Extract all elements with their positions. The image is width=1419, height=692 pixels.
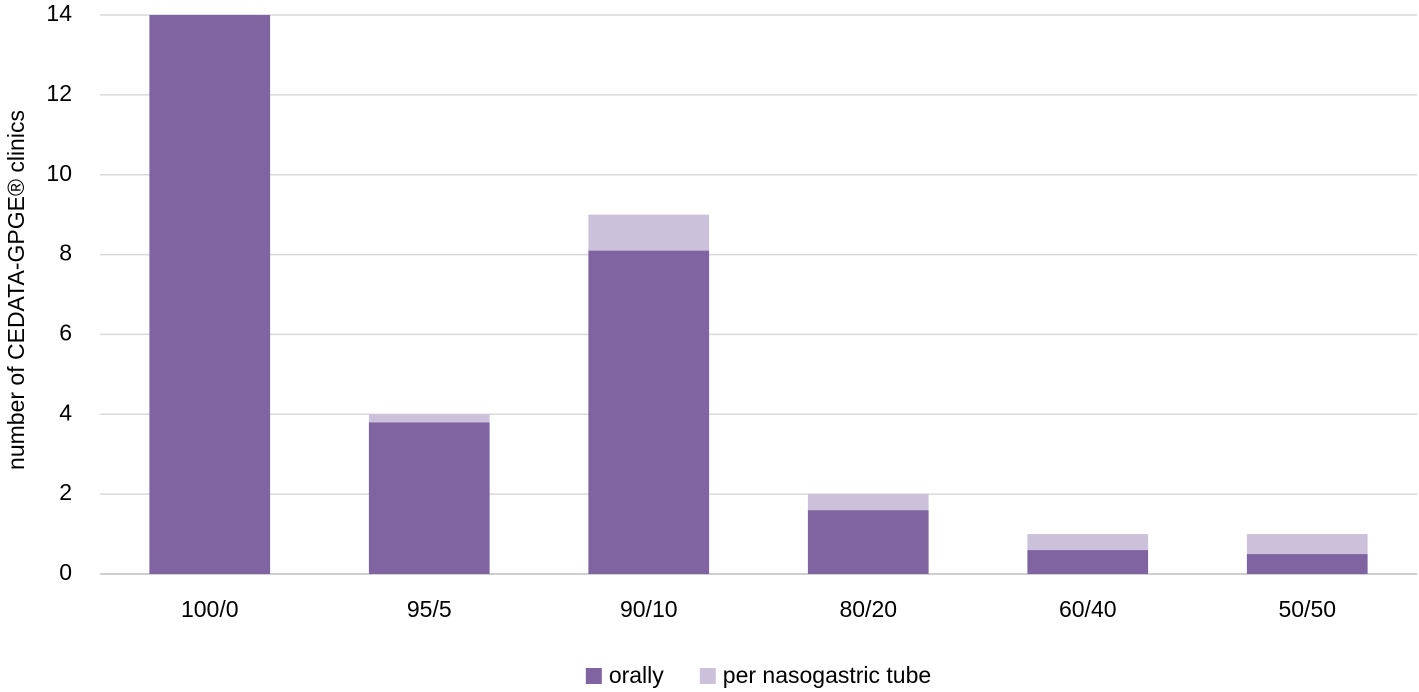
- y-tick-label: 0: [59, 559, 72, 585]
- x-tick-label: 90/10: [620, 596, 678, 622]
- bar-segment: [1027, 550, 1149, 574]
- x-tick-label: 60/40: [1059, 596, 1117, 622]
- bar-segment: [807, 510, 929, 574]
- y-axis-label: number of CEDATA-GPGE® clinics: [3, 110, 29, 470]
- bar-segment: [807, 494, 929, 511]
- y-tick-label: 6: [59, 320, 72, 346]
- bar-segment: [1027, 534, 1149, 551]
- x-tick-label: 80/20: [839, 596, 897, 622]
- y-tick-label: 14: [46, 0, 72, 26]
- legend-swatch: [699, 668, 716, 684]
- legend-label: per nasogastric tube: [723, 662, 931, 688]
- bar-segment: [588, 250, 710, 575]
- y-tick-label: 4: [59, 399, 72, 425]
- bar-segment: [588, 214, 710, 251]
- y-tick-label: 12: [46, 80, 72, 106]
- legend-swatch: [585, 668, 602, 684]
- bar-segment: [1246, 534, 1368, 555]
- y-tick-label: 10: [46, 160, 72, 186]
- bar-segment: [368, 414, 490, 423]
- y-tick-label: 2: [59, 479, 72, 505]
- bar-segment: [149, 15, 271, 574]
- legend: orally per nasogastric tube: [585, 662, 931, 688]
- x-tick-label: 50/50: [1278, 596, 1336, 622]
- bar-segment: [368, 422, 490, 574]
- x-tick-label: 95/5: [407, 596, 452, 622]
- legend-label: orally: [609, 662, 664, 688]
- y-tick-label: 8: [59, 240, 72, 266]
- x-tick-label: 100/0: [181, 596, 239, 622]
- bar-segment: [1246, 554, 1368, 574]
